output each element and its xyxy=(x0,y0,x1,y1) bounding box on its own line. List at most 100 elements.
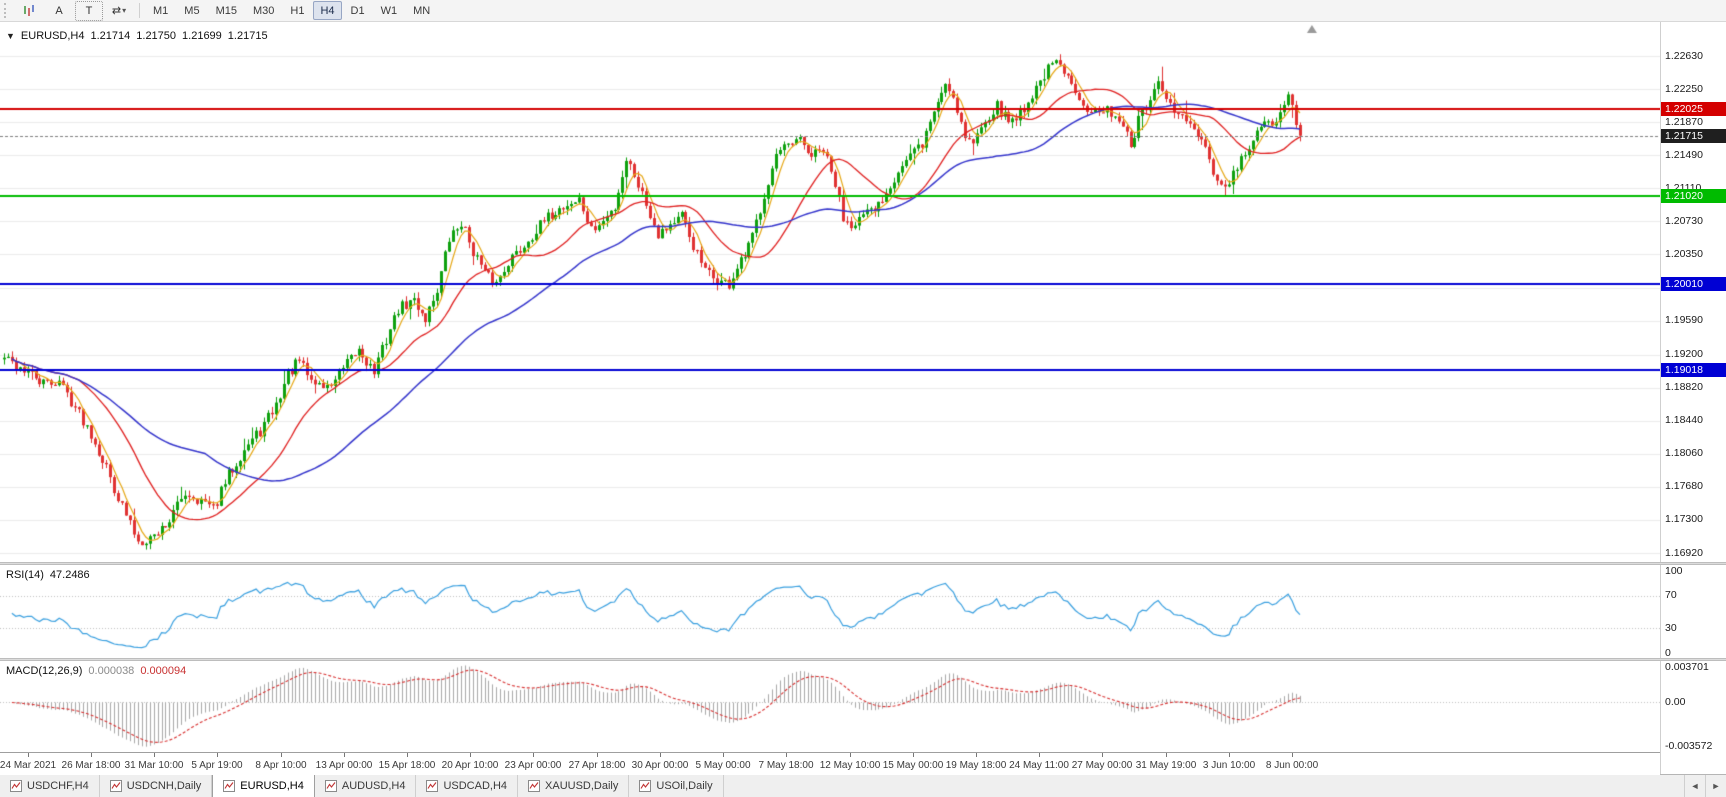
rsi-level-label: 70 xyxy=(1665,589,1677,602)
timeframe-w1[interactable]: W1 xyxy=(380,4,398,17)
close-value: 1.21715 xyxy=(227,30,268,42)
time-tick xyxy=(91,753,92,757)
tab-label: USDCNH,Daily xyxy=(126,780,202,792)
time-label: 27 Apr 18:00 xyxy=(568,760,626,771)
timeframe-mn[interactable]: MN xyxy=(413,4,431,17)
macd-max-label: 0.003701 xyxy=(1665,661,1709,673)
price-tick-label: 1.18440 xyxy=(1665,414,1703,427)
price-tick-label: 1.22630 xyxy=(1665,49,1703,62)
time-tick xyxy=(407,753,408,757)
open-value: 1.21714 xyxy=(90,30,131,42)
chart-header: ▼ EURUSD,H4 1.21714 1.21750 1.21699 1.21… xyxy=(6,30,268,42)
time-label: 13 Apr 00:00 xyxy=(315,760,373,771)
time-label: 31 Mar 10:00 xyxy=(124,760,184,771)
time-tick xyxy=(154,753,155,757)
time-label: 31 May 19:00 xyxy=(1135,760,1197,771)
price-tick-label: 1.18820 xyxy=(1665,381,1703,394)
macd-panel-canvas[interactable] xyxy=(0,661,1660,752)
panel-splitter[interactable] xyxy=(0,562,1726,565)
rsi-level-label: 30 xyxy=(1665,621,1677,634)
tab-label: EURUSD,H4 xyxy=(240,780,304,792)
macd-main-value: 0.000038 xyxy=(88,665,135,677)
text-label-button[interactable]: T xyxy=(75,0,103,21)
tab-label: AUDUSD,H4 xyxy=(341,780,406,792)
timeframe-m30[interactable]: M30 xyxy=(252,4,275,17)
time-label: 15 May 00:00 xyxy=(882,760,944,771)
time-axis[interactable]: 24 Mar 2021 26 Mar 18:00 31 Mar 10:00 5 Apr… xyxy=(0,752,1660,775)
panel-splitter[interactable] xyxy=(0,658,1726,661)
letter-a-button[interactable]: A xyxy=(55,4,63,17)
price-tick-label: 1.20350 xyxy=(1665,247,1703,260)
tab-label: USOil,Daily xyxy=(656,780,713,792)
timeframe-h4[interactable]: H4 xyxy=(313,1,342,20)
time-tick xyxy=(281,753,282,757)
chart-tab-icon xyxy=(10,780,22,792)
macd-min-label: -0.003572 xyxy=(1665,740,1713,752)
price-tick-label: 1.17680 xyxy=(1665,480,1703,493)
time-label: 7 May 18:00 xyxy=(758,760,814,771)
time-tick xyxy=(470,753,471,757)
macd-label: MACD(12,26,9) 0.000038 0.000094 xyxy=(6,665,186,677)
one-click-trading-toggle[interactable]: ▼ xyxy=(6,31,15,41)
price-tick-label: 1.21870 xyxy=(1665,115,1703,128)
chart-tab-icon xyxy=(223,780,236,792)
toolbar-separator xyxy=(139,3,140,18)
price-tick-label: 1.16920 xyxy=(1665,546,1703,559)
timeframe-m15[interactable]: M15 xyxy=(215,4,237,17)
bar-chart-icon-button[interactable] xyxy=(15,1,43,21)
tab-usdchf-h4[interactable]: USDCHF,H4 xyxy=(0,775,100,797)
time-tick xyxy=(1166,753,1167,757)
chart-tab-bar: USDCHF,H4 USDCNH,Daily EURUSD,H4 AUDUSD,H4 U… xyxy=(0,774,1726,797)
timeframe-m1[interactable]: M1 xyxy=(153,4,169,17)
time-tick xyxy=(597,753,598,757)
tab-usdcnh-daily[interactable]: USDCNH,Daily xyxy=(99,775,213,797)
timeframe-d1[interactable]: D1 xyxy=(350,4,365,17)
tab-usdcad-h4[interactable]: USDCAD,H4 xyxy=(416,775,519,797)
chart-tab-icon xyxy=(324,780,337,792)
time-tick xyxy=(723,753,724,757)
time-label: 5 May 00:00 xyxy=(695,760,751,771)
bid-price-label: 1.21715 xyxy=(1661,128,1726,143)
price-tick-label: 1.20730 xyxy=(1665,214,1703,227)
cycle-arrows-icon: ⇄ xyxy=(111,5,122,17)
top-toolbar: A T ⇄ ▾ M1 M5 M15 M30 H1 H4 D1 W1 MN xyxy=(0,0,1726,22)
tab-xauusd-daily[interactable]: XAUUSD,Daily xyxy=(518,775,630,797)
time-label: 26 Mar 18:00 xyxy=(61,760,121,771)
tab-audusd-h4[interactable]: AUDUSD,H4 xyxy=(314,775,417,797)
timeframe-m5[interactable]: M5 xyxy=(184,4,200,17)
time-label: 23 Apr 00:00 xyxy=(504,760,562,771)
main-chart-canvas[interactable] xyxy=(0,22,1660,562)
tab-scroll-right-button[interactable]: ► xyxy=(1705,775,1726,797)
tab-scroll-arrows: ◄ ► xyxy=(1684,775,1726,797)
rsi-level-label: 100 xyxy=(1665,564,1683,577)
rsi-panel-canvas[interactable] xyxy=(0,565,1660,658)
time-label: 8 Jun 00:00 xyxy=(1265,760,1319,771)
symbol-period-label: EURUSD,H4 xyxy=(20,30,85,42)
symbol-cycle-button[interactable]: ⇄ ▾ xyxy=(105,1,133,21)
price-tick-label: 1.17300 xyxy=(1665,513,1703,526)
time-tick xyxy=(913,753,914,757)
time-tick xyxy=(1039,753,1040,757)
tab-eurusd-h4[interactable]: EURUSD,H4 xyxy=(212,775,315,797)
time-tick xyxy=(344,753,345,757)
timeframe-h1[interactable]: H1 xyxy=(290,4,305,17)
time-label: 19 May 18:00 xyxy=(945,760,1007,771)
toolbar-grip[interactable] xyxy=(4,3,10,18)
hline-price-label[interactable]: 1.19018 xyxy=(1661,363,1726,378)
hline-price-label[interactable]: 1.21020 xyxy=(1661,189,1726,204)
price-tick-label: 1.22250 xyxy=(1665,82,1703,95)
tab-usoil-daily[interactable]: USOil,Daily xyxy=(629,775,724,797)
time-label: 20 Apr 10:00 xyxy=(441,760,499,771)
tab-scroll-left-button[interactable]: ◄ xyxy=(1684,775,1705,797)
time-label: 30 Apr 00:00 xyxy=(631,760,689,771)
hline-price-label[interactable]: 1.20010 xyxy=(1661,277,1726,292)
macd-signal-value: 0.000094 xyxy=(140,665,187,677)
tab-label: XAUUSD,Daily xyxy=(545,780,619,792)
time-label: 24 Mar 2021 xyxy=(0,760,57,771)
price-tick-label: 1.21490 xyxy=(1665,148,1703,161)
hline-price-label[interactable]: 1.22025 xyxy=(1661,101,1726,116)
timeframe-group: M1 M5 M15 M30 H1 H4 D1 W1 MN xyxy=(145,1,438,20)
price-axis[interactable]: 1.22630 1.22250 1.21870 1.21490 1.21110 1.207… xyxy=(1660,22,1726,774)
chart-tab-icon xyxy=(426,780,439,792)
